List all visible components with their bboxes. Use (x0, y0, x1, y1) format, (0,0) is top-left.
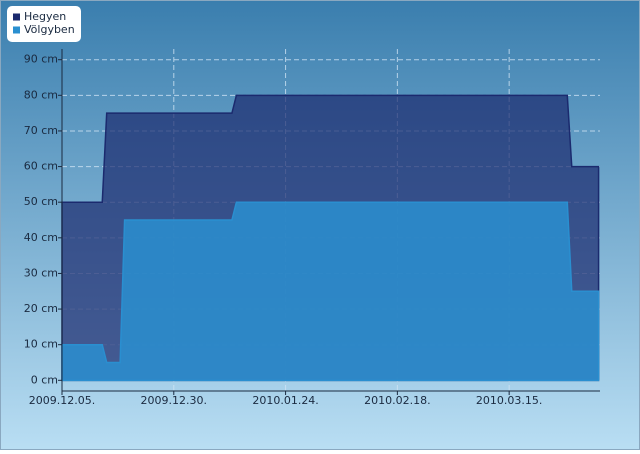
legend-swatch (13, 13, 20, 21)
y-tick-label: 60 cm (24, 160, 58, 173)
area (61, 201, 600, 382)
y-tick-label: 0 cm (31, 373, 58, 386)
x-tick-label: 2010.01.24. (252, 394, 318, 407)
y-tick-label: 90 cm (24, 53, 58, 66)
x-tick-label: 2009.12.30. (141, 394, 207, 407)
x-tick-label: 2010.03.15. (476, 394, 542, 407)
y-tick-label: 70 cm (24, 124, 58, 137)
axes: 0 cm 10 cm 20 cm 30 cm 40 cm 50 cm 60 cm 70 cm 8… (24, 49, 600, 407)
legend-swatch (13, 26, 20, 34)
legend-label: Völgyben (24, 23, 75, 36)
y-tick-label: 80 cm (24, 88, 58, 101)
legend-label: Hegyen (24, 10, 66, 23)
x-tick-label: 2009.12.05. (29, 394, 95, 407)
plot-area (61, 94, 600, 382)
legend-box (7, 6, 81, 42)
x-tick-label: 2010.02.18. (364, 394, 430, 407)
y-tick-label: 10 cm (24, 338, 58, 351)
y-tick-label: 40 cm (24, 231, 58, 244)
y-tick-label: 30 cm (24, 266, 58, 279)
y-tick-label: 50 cm (24, 195, 58, 208)
y-tick-label: 20 cm (24, 302, 58, 315)
